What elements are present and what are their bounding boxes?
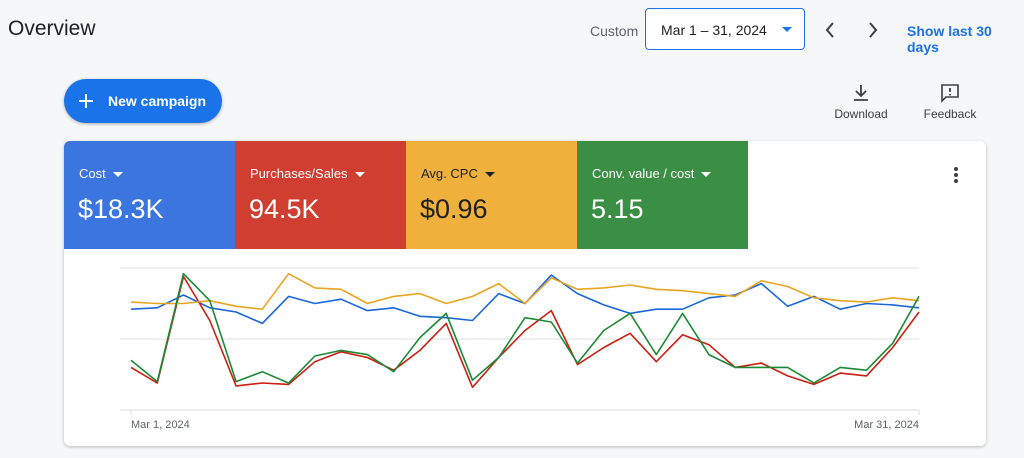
date-picker[interactable]: Mar 1 – 31, 2024 — [645, 8, 805, 50]
download-label[interactable]: Download — [834, 107, 888, 121]
x-tick-label: Mar 31, 2024 — [854, 419, 919, 431]
series-line — [130, 274, 920, 325]
metric-label: Conv. value / cost — [592, 166, 712, 181]
series-line — [130, 275, 920, 389]
metric-label: Cost — [79, 166, 123, 181]
feedback-icon[interactable] — [940, 83, 960, 103]
feedback-label[interactable]: Feedback — [923, 107, 977, 121]
date-range: Mar 1 – 31, 2024 — [661, 22, 767, 38]
series-line — [130, 272, 920, 310]
metric-tile[interactable]: Avg. CPC $0.96 — [406, 141, 577, 249]
performance-card: Mar 1, 2024 Mar 31, 2024 Cost $18.3K Purcha… — [64, 141, 986, 446]
dropdown-caret — [782, 27, 792, 32]
metric-value: 94.5K — [249, 194, 320, 224]
metric-tile[interactable]: Cost $18.3K — [64, 141, 235, 249]
x-tick-label: Mar 1, 2024 — [131, 419, 190, 431]
download-icon[interactable] — [851, 83, 871, 103]
page-title: Overview — [8, 17, 96, 40]
new-campaign-button[interactable]: New campaign — [64, 79, 222, 123]
button-label: New campaign — [108, 93, 207, 109]
nav-arrows — [825, 22, 878, 38]
next-arrow[interactable] — [869, 22, 878, 38]
series-line — [130, 272, 920, 384]
more-menu[interactable] — [952, 166, 962, 186]
metric-caret — [701, 171, 712, 177]
custom-label: Custom — [590, 23, 639, 39]
metric-label: Purchases/Sales — [250, 166, 365, 181]
metric-value: $0.96 — [420, 194, 488, 224]
metric-value: $18.3K — [78, 194, 164, 224]
metric-caret — [354, 171, 365, 177]
metric-caret — [112, 171, 123, 177]
plus-icon — [79, 94, 93, 108]
chart: Mar 1, 2024 Mar 31, 2024 — [120, 267, 920, 431]
metric-label: Avg. CPC — [421, 166, 495, 181]
metric-tile[interactable]: Purchases/Sales 94.5K — [235, 141, 406, 249]
metric-caret — [484, 171, 495, 177]
metric-tile[interactable]: Conv. value / cost 5.15 — [577, 141, 748, 249]
metric-value: 5.15 — [591, 194, 644, 224]
show-last-link[interactable]: Show last 30 days — [907, 23, 992, 55]
prev-arrow[interactable] — [825, 22, 834, 38]
